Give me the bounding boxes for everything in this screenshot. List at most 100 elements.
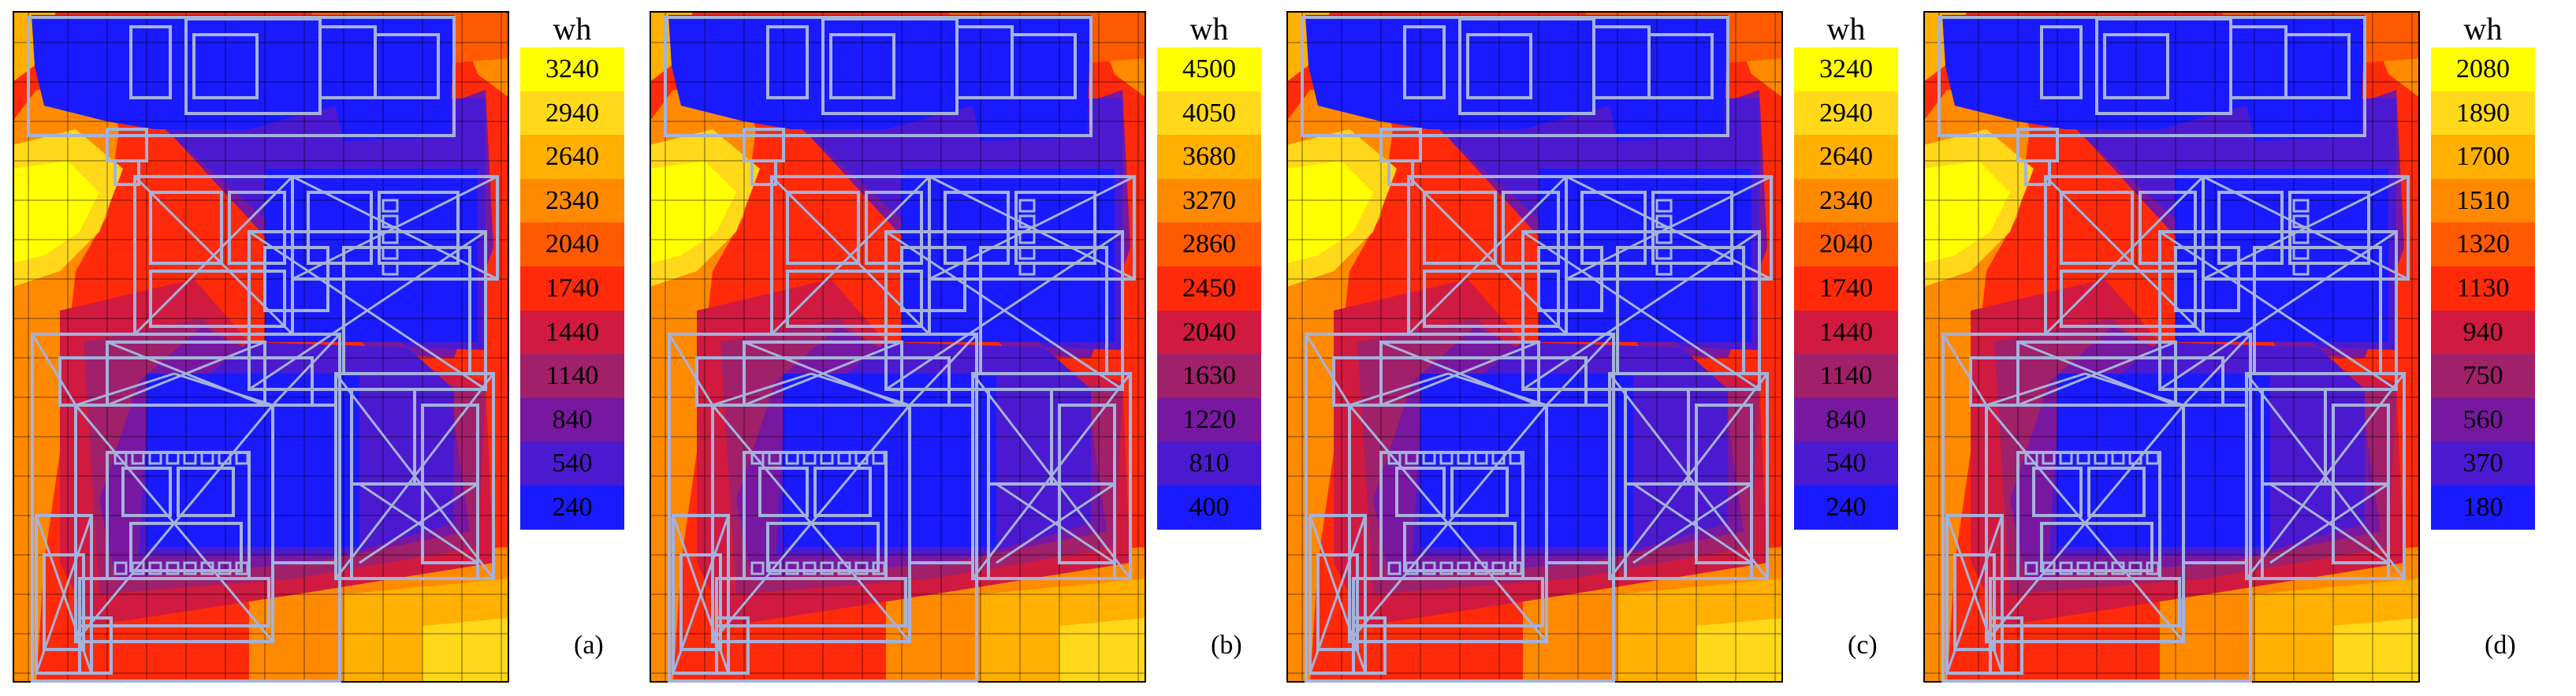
floorplan-window (166, 451, 180, 465)
floorplan-line (996, 482, 1115, 564)
floorplan-window (166, 561, 180, 575)
floorplan-wall (78, 577, 270, 627)
floorplan-window (1422, 561, 1436, 575)
floorplan-wall (307, 191, 373, 265)
floorplan-line (359, 482, 478, 564)
floorplan-wall (758, 467, 809, 517)
floorplan-wall (1537, 246, 1603, 312)
floorplan-window (2146, 561, 2160, 575)
floorplan-wall (35, 514, 93, 675)
floorplan-window (1018, 246, 1036, 260)
floorplan-line (1380, 341, 1539, 407)
legend-unit-label: wh (1826, 11, 1866, 47)
floorplan-window (183, 451, 197, 465)
floorplan-window (1509, 561, 1523, 575)
floorplan-window (820, 451, 834, 465)
floorplan-line (1308, 515, 1367, 674)
floorplan-wall (121, 467, 172, 517)
floorplan-window (1491, 451, 1506, 465)
floorplan-window (2292, 262, 2310, 276)
color-legend-c: wh 3240 2940 2640 2340 2040 1740 1440 11… (1794, 11, 1898, 530)
floorplan-wall (2060, 191, 2134, 265)
floorplan-window (2292, 214, 2310, 229)
floorplan-window (2076, 561, 2090, 575)
color-legend-b: wh 4500 4050 3680 3270 2860 2450 2040 16… (1157, 11, 1261, 530)
floorplan-line (1522, 230, 1760, 391)
legend-entry: 810 (1157, 441, 1261, 486)
floorplan-line (1545, 333, 1615, 407)
legend-entry: 4050 (1157, 91, 1261, 136)
floorplan-wall (1387, 159, 1414, 186)
floorplan-wall (149, 191, 223, 265)
floorplan-wall (1395, 467, 1446, 517)
floorplan-window (1655, 214, 1673, 229)
floorplan-wall (1352, 577, 1544, 627)
floorplan-window (2292, 246, 2310, 260)
floorplan-wall (2032, 467, 2083, 517)
contour-band (1923, 161, 2010, 263)
panel-label-c: (c) (1848, 631, 1878, 660)
floorplan-window (1655, 262, 1673, 276)
floorplan-line (672, 515, 730, 674)
legend-entry: 2040 (1157, 310, 1261, 355)
floorplan-window (382, 230, 399, 244)
floorplan-wall (928, 175, 1136, 281)
contour-band (1305, 15, 1728, 141)
legend-entry: 2860 (1157, 222, 1261, 266)
floorplan-window (200, 451, 214, 465)
floorplan-window (218, 561, 232, 575)
legend-entry: 2340 (1794, 178, 1898, 223)
floorplan-window (2024, 561, 2038, 575)
floorplan-window (235, 561, 249, 575)
contour-plot-a (13, 11, 509, 683)
floorplan-wall (2284, 33, 2351, 99)
floorplan-line (711, 404, 911, 642)
floorplan-line (1632, 482, 1752, 564)
floorplan-window (1655, 246, 1673, 260)
floorplan-line (1608, 373, 1769, 579)
floorplan-wall (2040, 25, 2083, 99)
floorplan-window (820, 561, 834, 575)
floorplan-window (1018, 214, 1036, 229)
floorplan-window (200, 561, 214, 575)
floorplan-wall (2261, 482, 2390, 580)
floorplan-line (668, 333, 714, 406)
legend-entry: 1130 (2431, 266, 2535, 311)
floorplan-window (768, 451, 782, 465)
floorplan-window (183, 561, 197, 575)
floorplan-window (2146, 451, 2160, 465)
legend-entry: 750 (2431, 354, 2535, 398)
floorplan-wall (1014, 191, 1096, 265)
contour-plot-d (1923, 11, 2420, 683)
legend-entry: 1440 (520, 310, 624, 355)
floorplan-line (971, 373, 1132, 579)
floorplan-line (2159, 230, 2397, 391)
floorplan-line (133, 175, 294, 336)
floorplan-window (2094, 451, 2108, 465)
legend-unit-label: wh (553, 11, 592, 47)
floorplan-wall (1651, 191, 1733, 265)
floorplan-line (271, 333, 341, 407)
legend-entry: 3240 (520, 47, 624, 91)
legend-entry: 2040 (1794, 222, 1898, 266)
floorplan-wall (149, 270, 286, 328)
floorplan-window (382, 246, 399, 260)
floorplan-window (750, 561, 765, 575)
floorplan-wall (291, 175, 499, 281)
panel-c: wh 3240 2940 2640 2340 2040 1740 1440 11… (1274, 0, 1904, 696)
floorplan-window (148, 451, 162, 465)
floorplan-wall (1565, 175, 1773, 281)
legend-entry: 370 (2431, 441, 2535, 486)
legend-entry: 1510 (2431, 178, 2535, 223)
legend-entry: 240 (520, 485, 624, 530)
floorplan-window (2042, 561, 2056, 575)
contour-band (668, 15, 1091, 141)
legend-entry: 240 (1794, 485, 1898, 530)
floorplan-wall (192, 33, 259, 99)
panel-label-a: (a) (574, 631, 604, 660)
floorplan-line (2182, 333, 2252, 407)
floorplan-wall (1423, 270, 1560, 328)
floorplan-line (35, 515, 93, 674)
floorplan-line (75, 372, 175, 407)
floorplan-window (2076, 451, 2090, 465)
